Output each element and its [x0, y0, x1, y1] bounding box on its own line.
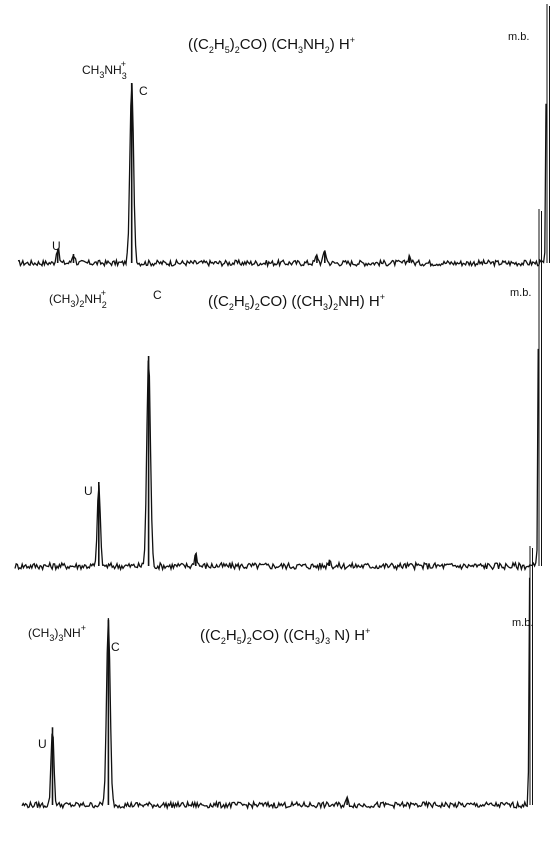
panel-1-title: ((C2H5)2CO) (CH3NH2) H+	[188, 35, 355, 55]
panel-1-mb-label: m.b.	[508, 31, 529, 43]
panel-1-c-label: C	[139, 84, 148, 98]
panel-3-title: ((C2H5)2CO) ((CH3)3 N) H+	[200, 626, 370, 646]
panel-2-peak-label: (CH3)2NH2+	[49, 288, 107, 310]
panel-3-mb-label: m.b.	[512, 617, 533, 629]
panel-2-title: ((C2H5)2CO) ((CH3)2NH) H+	[208, 292, 385, 312]
panel-2-c-label: C	[153, 288, 162, 302]
panel-3-c-label: C	[111, 640, 120, 654]
panel-1-u-label: U	[52, 239, 61, 253]
panel-3-peak-label: (CH3)3NH+	[28, 623, 86, 643]
spectrum-traces	[14, 4, 550, 811]
spectrum-trace-panel-1	[17, 83, 547, 269]
panel-2-u-label: U	[84, 484, 93, 498]
panel-1-peak-label: CH3NH3+	[82, 59, 127, 81]
panel-3-u-label: U	[38, 737, 47, 751]
spectrum-trace-panel-3	[21, 577, 531, 811]
spectrum-trace-panel-2	[14, 348, 539, 572]
panel-2-mb-label: m.b.	[510, 287, 531, 299]
